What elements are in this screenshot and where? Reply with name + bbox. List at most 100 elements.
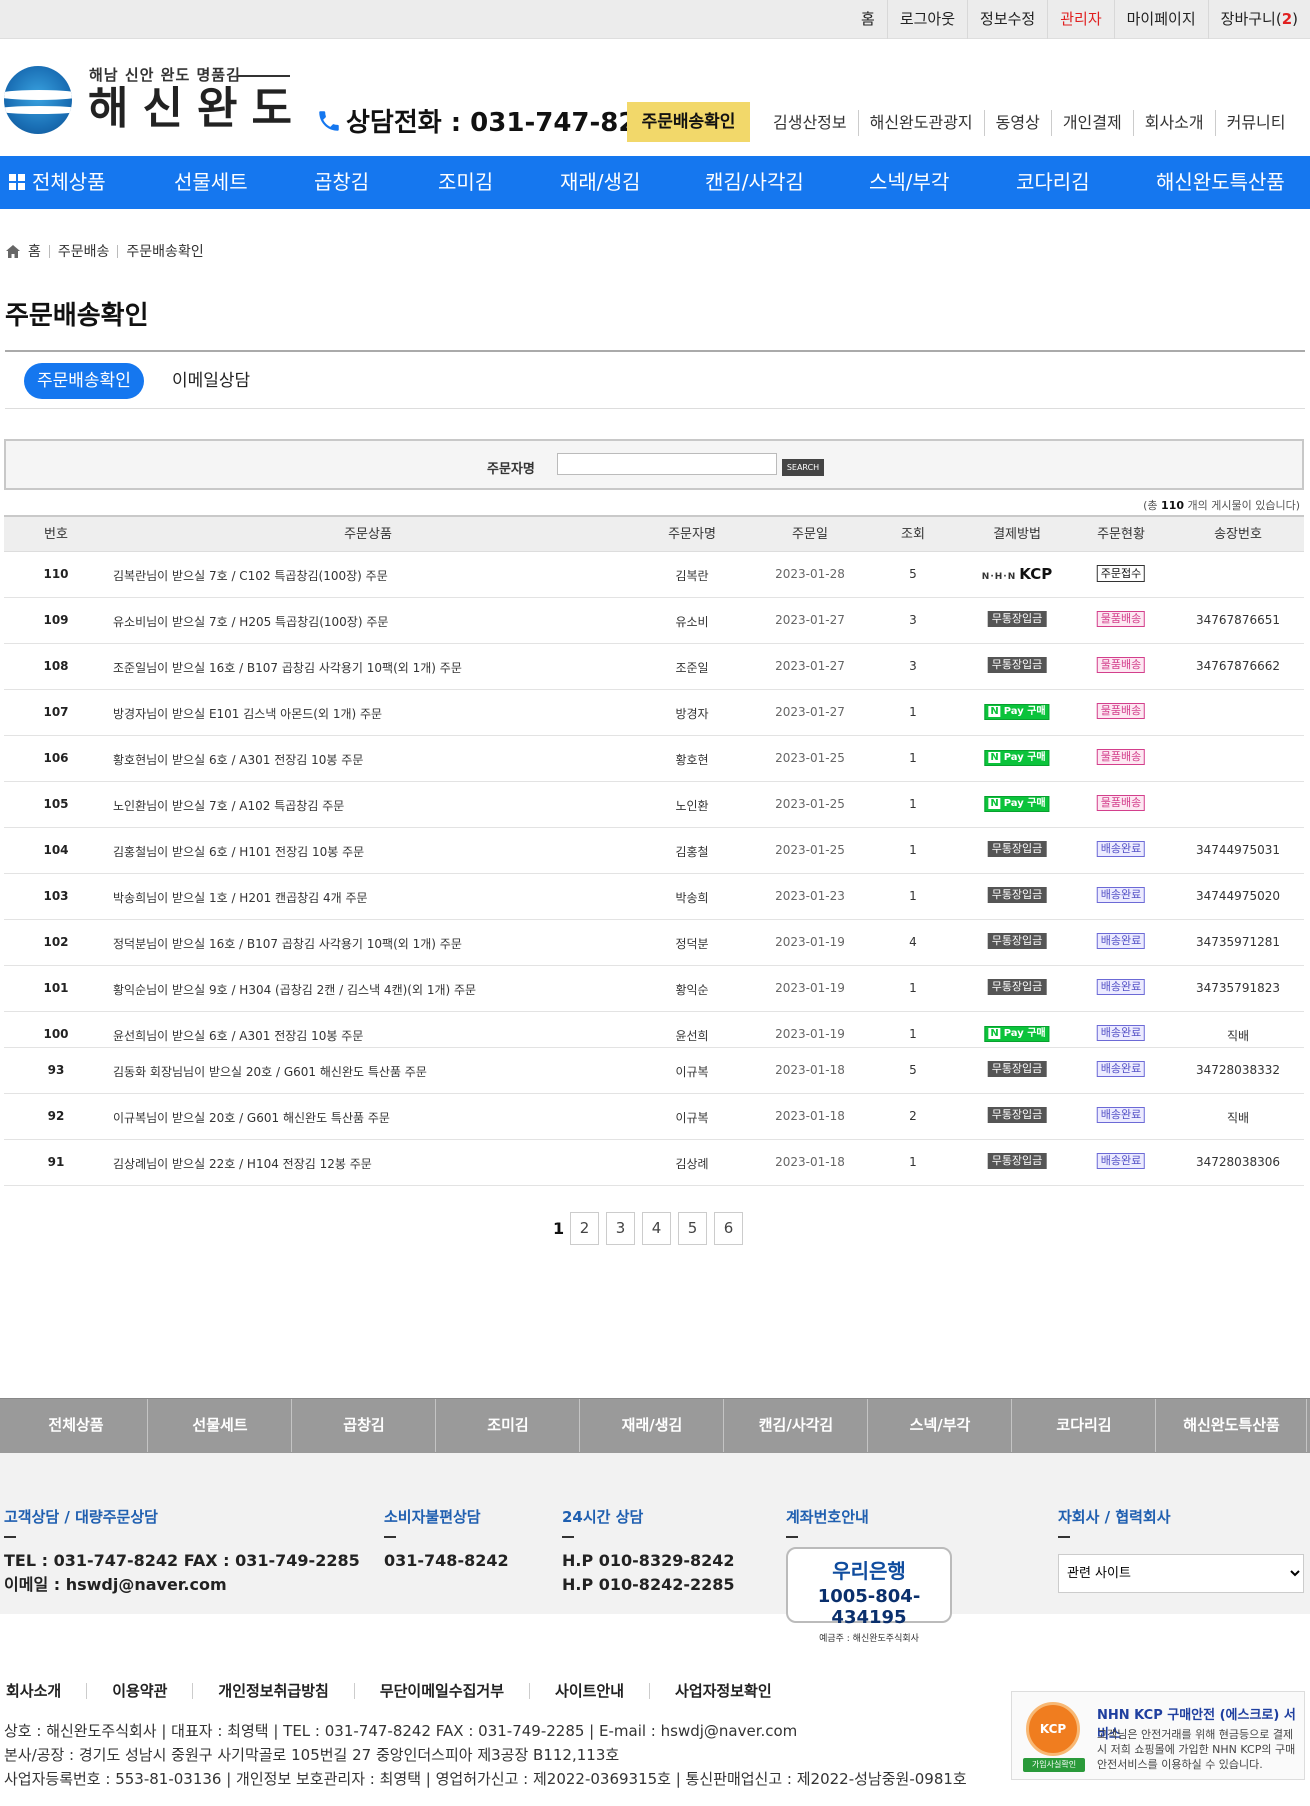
row-product-link[interactable]: 김상례님이 받으실 22호 / H104 전장김 12봉 주문 — [113, 1157, 372, 1171]
search-button[interactable]: SEARCH — [782, 459, 824, 476]
table-row[interactable]: 107 방경자님이 받으실 E101 김스낵 아몬드(외 1개) 주문 방경자 202… — [4, 690, 1304, 736]
nav-seasoned-gim[interactable]: 조미김 — [438, 170, 494, 194]
row-order-status: 배송완료 — [1096, 887, 1146, 903]
top-link-cart[interactable]: 장바구니(2) — [1207, 0, 1310, 39]
top-link-admin[interactable]: 관리자 — [1047, 0, 1113, 39]
consumer-title-bar — [384, 1536, 396, 1538]
header-nav-community[interactable]: 커뮤니티 — [1214, 110, 1297, 136]
logo-wave-icon[interactable] — [4, 66, 72, 134]
header-nav-company[interactable]: 회사소개 — [1132, 110, 1215, 136]
footer-link-site-guide[interactable]: 사이트안내 — [529, 1683, 649, 1699]
row-views: 5 — [909, 1063, 917, 1077]
table-row[interactable]: 101 황익순님이 받으실 9호 / H304 (곱창김 2캔 / 김스낵 4캔)… — [4, 966, 1304, 1012]
table-row[interactable]: 92 이규복님이 받으실 20호 / G601 해신완도 특산품 주문 이규복 202… — [4, 1094, 1304, 1140]
table-row[interactable]: 103 박송희님이 받으실 1호 / H201 캔곱창김 4개 주문 박송희 2023… — [4, 874, 1304, 920]
table-row[interactable]: 102 정덕분님이 받으실 16호 / B107 곱창김 사각용기 10팩(외 1… — [4, 920, 1304, 966]
row-views: 1 — [909, 797, 917, 811]
footer-nav-item[interactable]: 스넥/부각 — [869, 1399, 1012, 1452]
row-product-link[interactable]: 김동화 회장님님이 받으실 20호 / G601 해신완도 특산품 주문 — [113, 1065, 427, 1079]
top-link-home[interactable]: 홈 — [861, 10, 875, 28]
row-product-link[interactable]: 조준일님이 받으실 16호 / B107 곱창김 사각용기 10팩(외 1개) … — [113, 661, 462, 675]
nav-specialty[interactable]: 해신완도특산품 — [1156, 170, 1285, 194]
page-link[interactable]: 2 — [570, 1212, 599, 1245]
nav-all-products[interactable]: 전체상품 — [9, 156, 106, 209]
header-nav-video[interactable]: 동영상 — [983, 110, 1051, 136]
table-row[interactable]: 100 윤선희님이 받으실 6호 / A301 전장김 10봉 주문 윤선희 2023… — [4, 1012, 1304, 1048]
row-product-link[interactable]: 방경자님이 받으실 E101 김스낵 아몬드(외 1개) 주문 — [113, 707, 383, 721]
page-link[interactable]: 6 — [714, 1212, 743, 1245]
footer-nav-item[interactable]: 전체상품 — [5, 1399, 148, 1452]
footer-nav-item[interactable]: 캔김/사각김 — [725, 1399, 868, 1452]
breadcrumb-divider — [117, 244, 119, 258]
row-views: 1 — [909, 1155, 917, 1169]
table-row[interactable]: 105 노인환님이 받으실 7호 / A102 특곱창김 주문 노인환 2023-01… — [4, 782, 1304, 828]
page-link[interactable]: 5 — [678, 1212, 707, 1245]
top-link-mypage[interactable]: 마이페이지 — [1113, 0, 1208, 39]
nav-snack[interactable]: 스넥/부각 — [869, 170, 950, 194]
row-order-status: 물품배송 — [1096, 795, 1146, 811]
row-payment-method: 무통장입금 — [987, 979, 1047, 995]
footer-link-company[interactable]: 회사소개 — [6, 1682, 62, 1700]
row-product-link[interactable]: 황익순님이 받으실 9호 / H304 (곱창김 2캔 / 김스낵 4캔)(외 … — [113, 983, 477, 997]
nav-gift-set[interactable]: 선물세트 — [174, 170, 248, 194]
footer-link-business-info[interactable]: 사업자정보확인 — [649, 1683, 797, 1699]
row-product-link[interactable]: 이규복님이 받으실 20호 / G601 해신완도 특산품 주문 — [113, 1111, 390, 1125]
table-row[interactable]: 104 김홍철님이 받으실 6호 / H101 전장김 10봉 주문 김홍철 2023… — [4, 828, 1304, 874]
kcp-escrow-badge[interactable]: KCP 가입사실확인 NHN KCP 구매안전 (에스크로) 서비스 고객님은 … — [1011, 1691, 1305, 1780]
header-nav-tourism[interactable]: 해신완도관광지 — [857, 110, 984, 136]
row-number: 102 — [43, 935, 69, 949]
table-row[interactable]: 106 황호현님이 받으실 6호 / A301 전장김 10봉 주문 황호현 2023… — [4, 736, 1304, 782]
footer-nav-item[interactable]: 조미김 — [437, 1399, 580, 1452]
col-views: 조회 — [901, 527, 925, 542]
footer-link-no-email[interactable]: 무단이메일수집거부 — [353, 1683, 529, 1699]
order-delivery-check-button[interactable]: 주문배송확인 — [627, 102, 750, 142]
row-product-link[interactable]: 정덕분님이 받으실 16호 / B107 곱창김 사각용기 10팩(외 1개) … — [113, 937, 462, 951]
footer-nav-item[interactable]: 재래/생김 — [581, 1399, 724, 1452]
footer-link-privacy[interactable]: 개인정보취급방침 — [192, 1683, 353, 1699]
header-nav-personal-payment[interactable]: 개인결제 — [1050, 110, 1133, 136]
footer-nav-item[interactable]: 곱창김 — [293, 1399, 436, 1452]
footer-link-terms[interactable]: 이용약관 — [86, 1683, 192, 1699]
row-payment-method: 무통장입금 — [987, 1153, 1047, 1169]
row-number: 105 — [43, 797, 69, 811]
related-site-select[interactable]: 관련 사이트 — [1058, 1554, 1304, 1593]
breadcrumb-home[interactable]: 홈 — [28, 244, 41, 260]
table-row[interactable]: 109 유소비님이 받으실 7호 / H205 특곱창김(100장) 주문 유소비 2… — [4, 598, 1304, 644]
kcp-verify-tag[interactable]: 가입사실확인 — [1023, 1758, 1085, 1772]
footer-nav-item[interactable]: 해신완도특산품 — [1157, 1399, 1307, 1452]
footer-nav-item[interactable]: 선물세트 — [149, 1399, 292, 1452]
footer-nav-item[interactable]: 코다리김 — [1013, 1399, 1156, 1452]
row-order-date: 2023-01-28 — [775, 567, 845, 581]
row-product-link[interactable]: 황호현님이 받으실 6호 / A301 전장김 10봉 주문 — [113, 753, 364, 767]
nav-gopchang-gim[interactable]: 곱창김 — [314, 170, 370, 194]
row-product-link[interactable]: 노인환님이 받으실 7호 / A102 특곱창김 주문 — [113, 799, 345, 813]
page-link[interactable]: 3 — [606, 1212, 635, 1245]
table-row[interactable]: 91 김상례님이 받으실 22호 / H104 전장김 12봉 주문 김상례 2023… — [4, 1140, 1304, 1186]
row-product-link[interactable]: 박송희님이 받으실 1호 / H201 캔곱창김 4개 주문 — [113, 891, 368, 905]
npay-badge: N Pay 구매 — [984, 750, 1050, 766]
tab-order-check[interactable]: 주문배송확인 — [24, 363, 144, 399]
header-nav-laver-info[interactable]: 김생산정보 — [773, 113, 847, 132]
nav-traditional-gim[interactable]: 재래/생김 — [560, 170, 641, 194]
row-views: 1 — [909, 843, 917, 857]
home-icon[interactable] — [6, 244, 20, 258]
table-row[interactable]: 93 김동화 회장님님이 받으실 20호 / G601 해신완도 특산품 주문 이규… — [4, 1048, 1304, 1094]
row-order-status: 배송완료 — [1096, 841, 1146, 857]
top-link-logout[interactable]: 로그아웃 — [886, 0, 967, 39]
table-row[interactable]: 108 조준일님이 받으실 16호 / B107 곱창김 사각용기 10팩(외 1… — [4, 644, 1304, 690]
breadcrumb-order[interactable]: 주문배송 — [57, 244, 110, 260]
h24-title: 24시간 상담 — [562, 1508, 644, 1526]
row-product-link[interactable]: 윤선희님이 받으실 6호 / A301 전장김 10봉 주문 — [113, 1029, 364, 1043]
nav-can-gim[interactable]: 캔김/사각김 — [705, 170, 804, 194]
nav-kodari-gim[interactable]: 코다리김 — [1016, 170, 1090, 194]
orderer-name-search-input[interactable] — [557, 453, 777, 475]
row-product-link[interactable]: 유소비님이 받으실 7호 / H205 특곱창김(100장) 주문 — [113, 615, 389, 629]
tab-email-consult[interactable]: 이메일상담 — [172, 371, 251, 391]
top-link-edit-info[interactable]: 정보수정 — [967, 0, 1047, 39]
row-product-link[interactable]: 김홍철님이 받으실 6호 / H101 전장김 10봉 주문 — [113, 845, 365, 859]
row-product-link[interactable]: 김복란님이 받으실 7호 / C102 특곱창김(100장) 주문 — [113, 569, 388, 583]
bank-account-number: 1005-804-434195 — [817, 1586, 921, 1628]
table-row[interactable]: 110 김복란님이 받으실 7호 / C102 특곱창김(100장) 주문 김복란 2… — [4, 552, 1304, 598]
logo-title[interactable]: 해신완도 — [88, 83, 306, 134]
page-link[interactable]: 4 — [642, 1212, 671, 1245]
